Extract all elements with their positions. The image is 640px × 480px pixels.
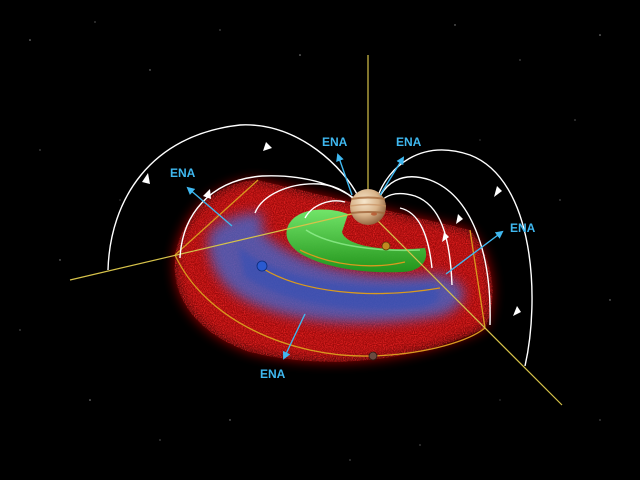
plasma-band-blue [208,213,464,323]
ena-label-top-left: ENA [170,166,196,180]
field-line-arrows [142,142,521,316]
ena-label-right: ENA [510,221,536,235]
orbit-lines [174,179,486,357]
starfield [19,21,611,461]
ena-arrow-right [445,230,504,275]
ena-arrow-bottom [282,313,306,360]
moon-blue [256,260,268,272]
coordinate-axes [69,55,563,406]
ena-arrows [186,153,504,360]
moons [256,241,391,361]
ena-label-bottom: ENA [260,367,286,381]
moon-green [381,241,391,251]
ena-label-top-center: ENA [322,135,348,149]
moon-red [368,351,378,361]
ena-arrow-top-left [186,186,233,227]
ena-arrow-top-right [379,156,405,196]
jupiter-planet [349,189,387,225]
ena-labels: ENA ENA ENA ENA ENA [170,135,536,381]
ena-arrow-top-center [336,153,353,196]
ena-label-top-right: ENA [396,135,422,149]
